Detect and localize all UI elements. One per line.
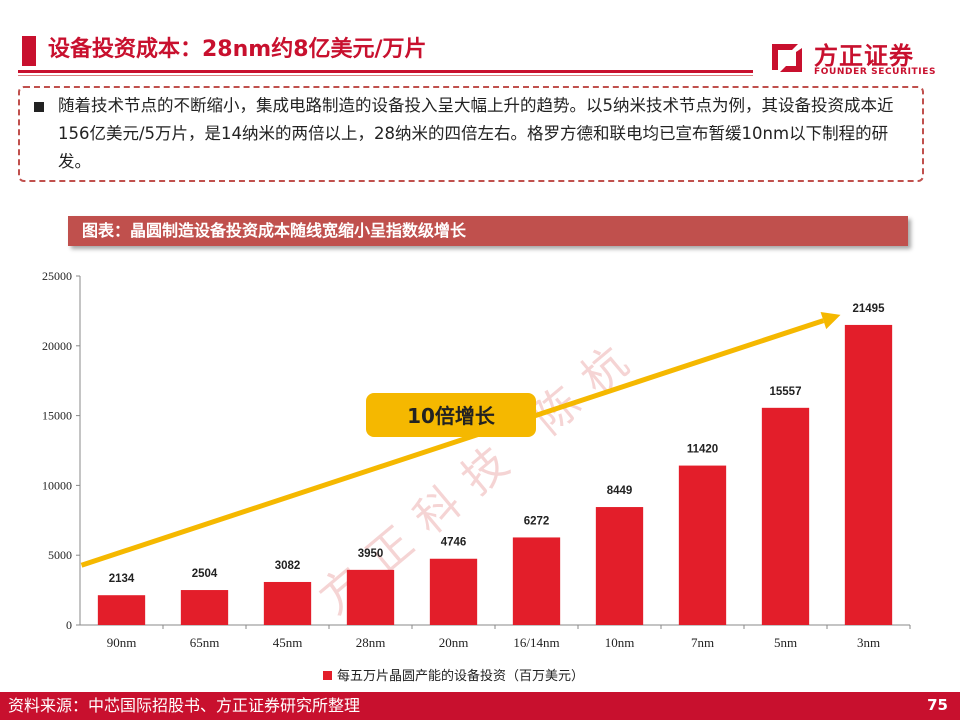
legend-swatch (323, 671, 332, 680)
data-label: 3950 (358, 548, 384, 560)
logo-text-en: FOUNDER SECURITIES (814, 67, 937, 77)
bar-7nm (678, 465, 727, 625)
y-tick-label: 20000 (42, 339, 72, 353)
bar-16-14nm (512, 537, 561, 625)
data-label: 3082 (275, 560, 301, 572)
x-tick-label: 28nm (356, 635, 386, 650)
x-tick-label: 65nm (190, 635, 220, 650)
y-tick-label: 5000 (48, 548, 72, 562)
bar-5nm (761, 407, 810, 625)
bar-45nm (263, 581, 312, 625)
page-number: 75 (927, 696, 948, 714)
chart-area: 方正科技 陈杭 0 5000 10000 15000 20000 25000 2134 90nm… (20, 256, 940, 696)
bullet-square-icon (34, 102, 44, 112)
founder-logo-icon (772, 44, 802, 72)
x-tick-label: 10nm (605, 635, 635, 650)
bar-20nm (429, 558, 478, 625)
chart-caption-bar: 图表：晶圆制造设备投资成本随线宽缩小呈指数级增长 (68, 216, 908, 246)
chart-caption: 图表：晶圆制造设备投资成本随线宽缩小呈指数级增长 (82, 221, 467, 240)
bar-10nm (595, 507, 644, 625)
bar-3nm (844, 324, 893, 625)
logo-text-cn: 方正证券 (814, 42, 914, 70)
bar-90nm (97, 595, 146, 625)
data-label: 2504 (192, 568, 218, 580)
data-label: 21495 (853, 303, 886, 315)
growth-arrow-line (80, 318, 825, 568)
growth-arrow-head (820, 312, 841, 330)
x-tick-label: 90nm (107, 635, 137, 650)
x-tick-label: 5nm (774, 635, 797, 650)
data-label: 4746 (441, 537, 467, 549)
x-tick-label: 3nm (857, 635, 880, 650)
title-underline (18, 70, 753, 73)
growth-label-text: 10倍增长 (407, 404, 496, 428)
page-title: 设备投资成本：28nm约8亿美元/万片 (48, 37, 427, 62)
data-label: 11420 (687, 444, 718, 456)
y-tick-label: 10000 (42, 478, 72, 492)
x-tick-label: 45nm (273, 635, 303, 650)
data-label: 2134 (109, 573, 135, 585)
data-label: 8449 (607, 485, 633, 497)
summary-note-box: 随着技术节点的不断缩小，集成电路制造的设备投入呈大幅上升的趋势。以5纳米技术节点… (18, 86, 924, 182)
footer-bar: 资料来源：中芯国际招股书、方正证券研究所整理 75 (0, 692, 960, 720)
summary-note-text: 随着技术节点的不断缩小，集成电路制造的设备投入呈大幅上升的趋势。以5纳米技术节点… (58, 96, 894, 171)
title-underline-thin (18, 75, 753, 76)
data-label: 6272 (524, 515, 550, 527)
title-accent-bar (22, 36, 36, 66)
bar-65nm (180, 590, 229, 625)
source-note: 资料来源：中芯国际招股书、方正证券研究所整理 (8, 696, 361, 715)
y-tick-label: 25000 (42, 269, 72, 283)
x-tick-label: 20nm (439, 635, 469, 650)
bar-28nm (346, 569, 395, 625)
growth-label-box (366, 393, 536, 437)
y-tick-label: 0 (66, 618, 72, 632)
x-tick-label: 16/14nm (513, 635, 559, 650)
bar-chart: 方正科技 陈杭0500010000150002000025000213490nm… (42, 269, 911, 684)
legend-label: 每五万片晶圆产能的设备投资（百万美元） (337, 668, 584, 684)
data-label: 15557 (770, 386, 802, 398)
y-tick-label: 15000 (42, 409, 72, 423)
x-tick-label: 7nm (691, 635, 714, 650)
founder-logo: 方正证券 FOUNDER SECURITIES (768, 36, 938, 80)
